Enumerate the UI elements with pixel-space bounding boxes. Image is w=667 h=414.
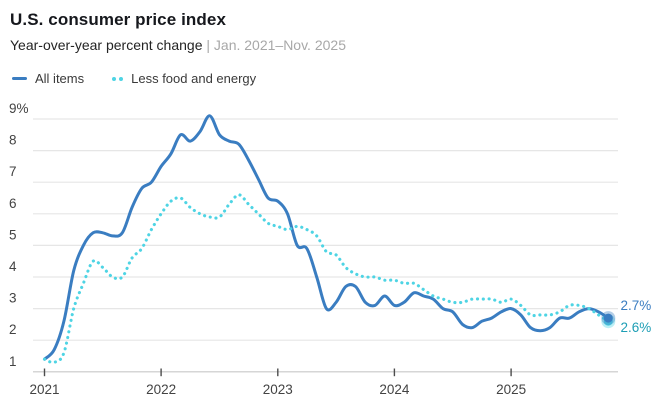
- y-axis-label-5: 5: [9, 227, 17, 242]
- end-label-less-food-energy: 2.6%: [621, 320, 652, 335]
- y-axis-label-2: 2: [9, 322, 17, 337]
- chart-subtitle: Year-over-year percent change | Jan. 202…: [10, 37, 346, 53]
- subtitle-period: | Jan. 2021–Nov. 2025: [206, 37, 346, 53]
- subtitle-measure: Year-over-year percent change: [10, 37, 203, 53]
- x-axis-label-2023: 2023: [263, 382, 293, 397]
- all-items-line-swatch: [12, 76, 27, 81]
- legend-label-all-items: All items: [35, 71, 85, 86]
- y-axis-label-9: 9%: [9, 101, 29, 116]
- legend-item-less-food-energy: Less food and energy: [112, 71, 256, 86]
- end-label-all-items: 2.7%: [621, 298, 652, 313]
- series-line-less-food-energy: [42, 193, 610, 365]
- y-axis-label-1: 1: [9, 354, 17, 369]
- chart-legend: All items Less food and energy: [12, 71, 256, 86]
- y-axis-label-8: 8: [9, 133, 17, 148]
- y-axis-label-4: 4: [9, 259, 17, 274]
- less-food-energy-dots-swatch: [112, 76, 124, 81]
- end-dot-0: [603, 313, 613, 323]
- x-axis-label-2025: 2025: [496, 382, 526, 397]
- y-axis-label-7: 7: [9, 164, 17, 179]
- legend-item-all-items: All items: [12, 71, 84, 86]
- y-axis-label-3: 3: [9, 291, 17, 306]
- x-axis-label-2022: 2022: [146, 382, 176, 397]
- x-axis-label-2024: 2024: [379, 382, 410, 397]
- page-title: U.S. consumer price index: [10, 10, 227, 29]
- legend-label-less-food-energy: Less food and energy: [131, 71, 257, 86]
- chart-header: U.S. consumer price index Year-over-year…: [10, 10, 346, 53]
- y-axis-label-6: 6: [9, 196, 17, 211]
- series-line-all-items: [43, 114, 610, 361]
- x-axis-label-2021: 2021: [29, 382, 59, 397]
